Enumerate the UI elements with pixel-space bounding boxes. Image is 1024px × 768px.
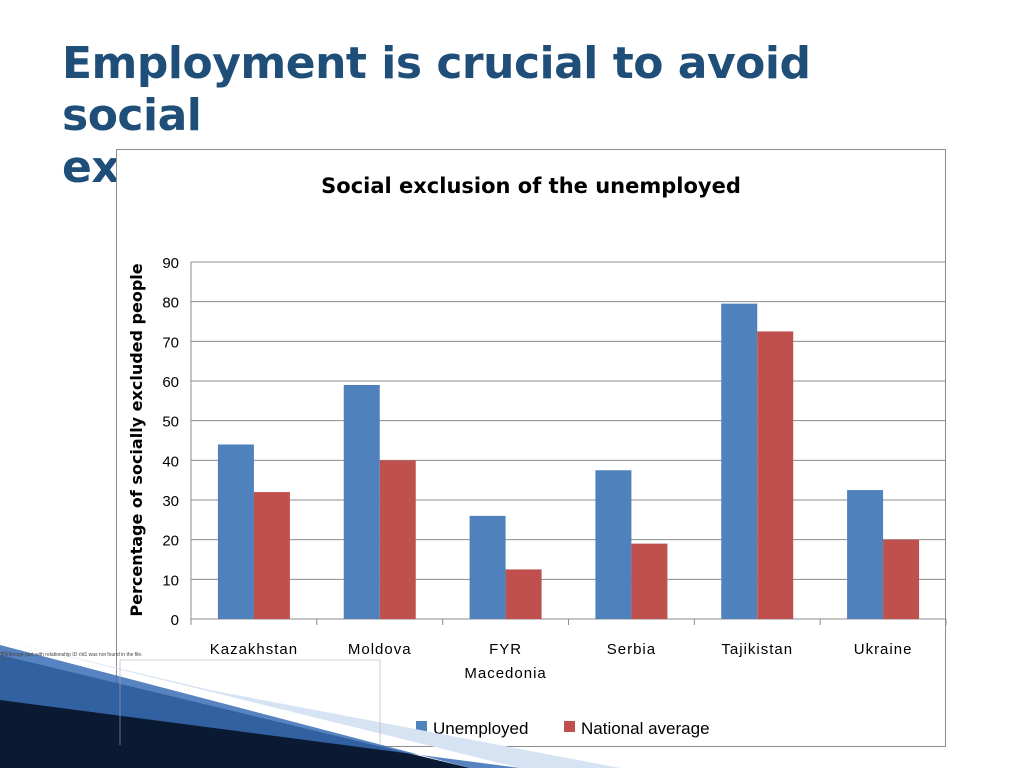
slide-title: Employment is crucial to avoid social ex…	[62, 38, 962, 194]
legend-swatch	[564, 721, 575, 732]
legend-label: National average	[581, 719, 710, 738]
bar-unemployed	[847, 490, 884, 619]
y-tick-label: 20	[162, 533, 179, 550]
x-tick-label: Kazakhstan	[210, 641, 298, 658]
y-tick-label: 90	[162, 255, 179, 272]
bar-national-average	[631, 543, 668, 619]
y-tick-label: 60	[162, 374, 179, 391]
y-tick-label: 40	[162, 453, 179, 470]
chart-title: Social exclusion of the unemployed	[321, 174, 741, 198]
legend-label: Unemployed	[433, 719, 528, 738]
x-tick-label: Serbia	[607, 641, 656, 658]
x-tick-label: Macedonia	[464, 665, 546, 682]
x-tick-label: Moldova	[348, 641, 412, 658]
slide-title-line-1: Employment is crucial to avoid social	[62, 38, 811, 141]
y-tick-label: 10	[162, 572, 179, 589]
y-tick-label: 70	[162, 334, 179, 351]
broken-image-caption: The image part with relationship ID rId1…	[0, 652, 143, 658]
bar-national-average	[883, 539, 920, 619]
bar-national-average	[505, 569, 542, 619]
bar-unemployed	[217, 444, 254, 619]
y-axis-title: Percentage of socially excluded people	[127, 263, 146, 616]
legend-swatch	[416, 721, 427, 732]
bar-national-average	[379, 460, 416, 619]
x-tick-label: Tajikistan	[721, 641, 793, 658]
chart-frame	[116, 149, 946, 747]
bar-unemployed	[595, 470, 632, 619]
bar-national-average	[757, 331, 794, 619]
x-tick-label: Ukraine	[854, 641, 913, 658]
y-tick-label: 30	[162, 493, 179, 510]
y-tick-label: 50	[162, 414, 179, 431]
bar-unemployed	[343, 384, 380, 619]
y-tick-label: 0	[171, 612, 179, 629]
bar-national-average	[253, 492, 290, 619]
y-tick-label: 80	[162, 295, 179, 312]
x-tick-label: FYR	[489, 641, 522, 658]
bar-unemployed	[469, 515, 506, 619]
bar-unemployed	[721, 303, 758, 619]
